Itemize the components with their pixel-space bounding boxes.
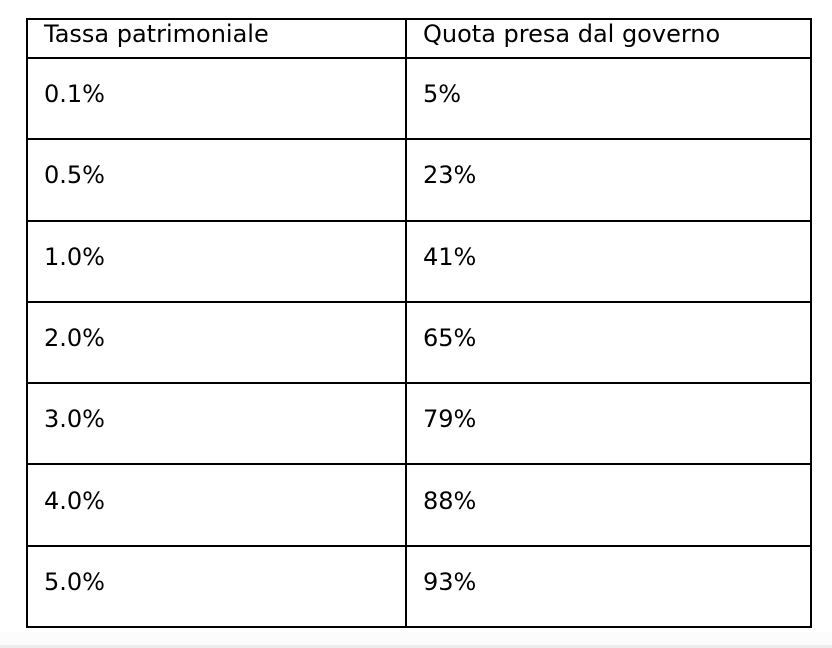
cell-quota-governo: 23% — [405, 138, 812, 222]
cell-quota-governo: 41% — [405, 219, 812, 303]
cell-quota-governo: 88% — [405, 463, 812, 547]
cell-tassa-patrimoniale: 0.1% — [26, 56, 407, 141]
cell-quota-governo: 79% — [405, 382, 812, 466]
table-row: 2.0% 65% — [26, 300, 812, 385]
cell-tassa-patrimoniale: 1.0% — [26, 219, 407, 303]
table-row: 1.0% 41% — [26, 219, 812, 303]
wealth-tax-table-container: Tassa patrimoniale Quota presa dal gover… — [26, 18, 812, 629]
header-row: Tassa patrimoniale Quota presa dal gover… — [26, 18, 812, 59]
cell-tassa-patrimoniale: 5.0% — [26, 544, 407, 629]
table-row: 3.0% 79% — [26, 382, 812, 466]
cell-quota-governo: 65% — [405, 300, 812, 385]
table-row: 0.1% 5% — [26, 56, 812, 141]
table-row: 5.0% 93% — [26, 544, 812, 629]
table-row: 4.0% 88% — [26, 463, 812, 547]
column-header-quota-presa-dal-governo: Quota presa dal governo — [405, 18, 812, 59]
cell-tassa-patrimoniale: 3.0% — [26, 382, 407, 466]
column-header-tassa-patrimoniale: Tassa patrimoniale — [26, 18, 407, 59]
table-row: 0.5% 23% — [26, 138, 812, 222]
cell-tassa-patrimoniale: 0.5% — [26, 138, 407, 222]
cell-tassa-patrimoniale: 4.0% — [26, 463, 407, 547]
cell-quota-governo: 5% — [405, 56, 812, 141]
table-body: 0.1% 5% 0.5% 23% 1.0% 41% 2.0% 65% 3.0% 79% 4.0% 88… — [26, 56, 812, 629]
cell-quota-governo: 93% — [405, 544, 812, 629]
cell-tassa-patrimoniale: 2.0% — [26, 300, 407, 385]
viewport-bottom-edge — [0, 632, 832, 648]
wealth-tax-table: Tassa patrimoniale Quota presa dal gover… — [26, 18, 812, 629]
